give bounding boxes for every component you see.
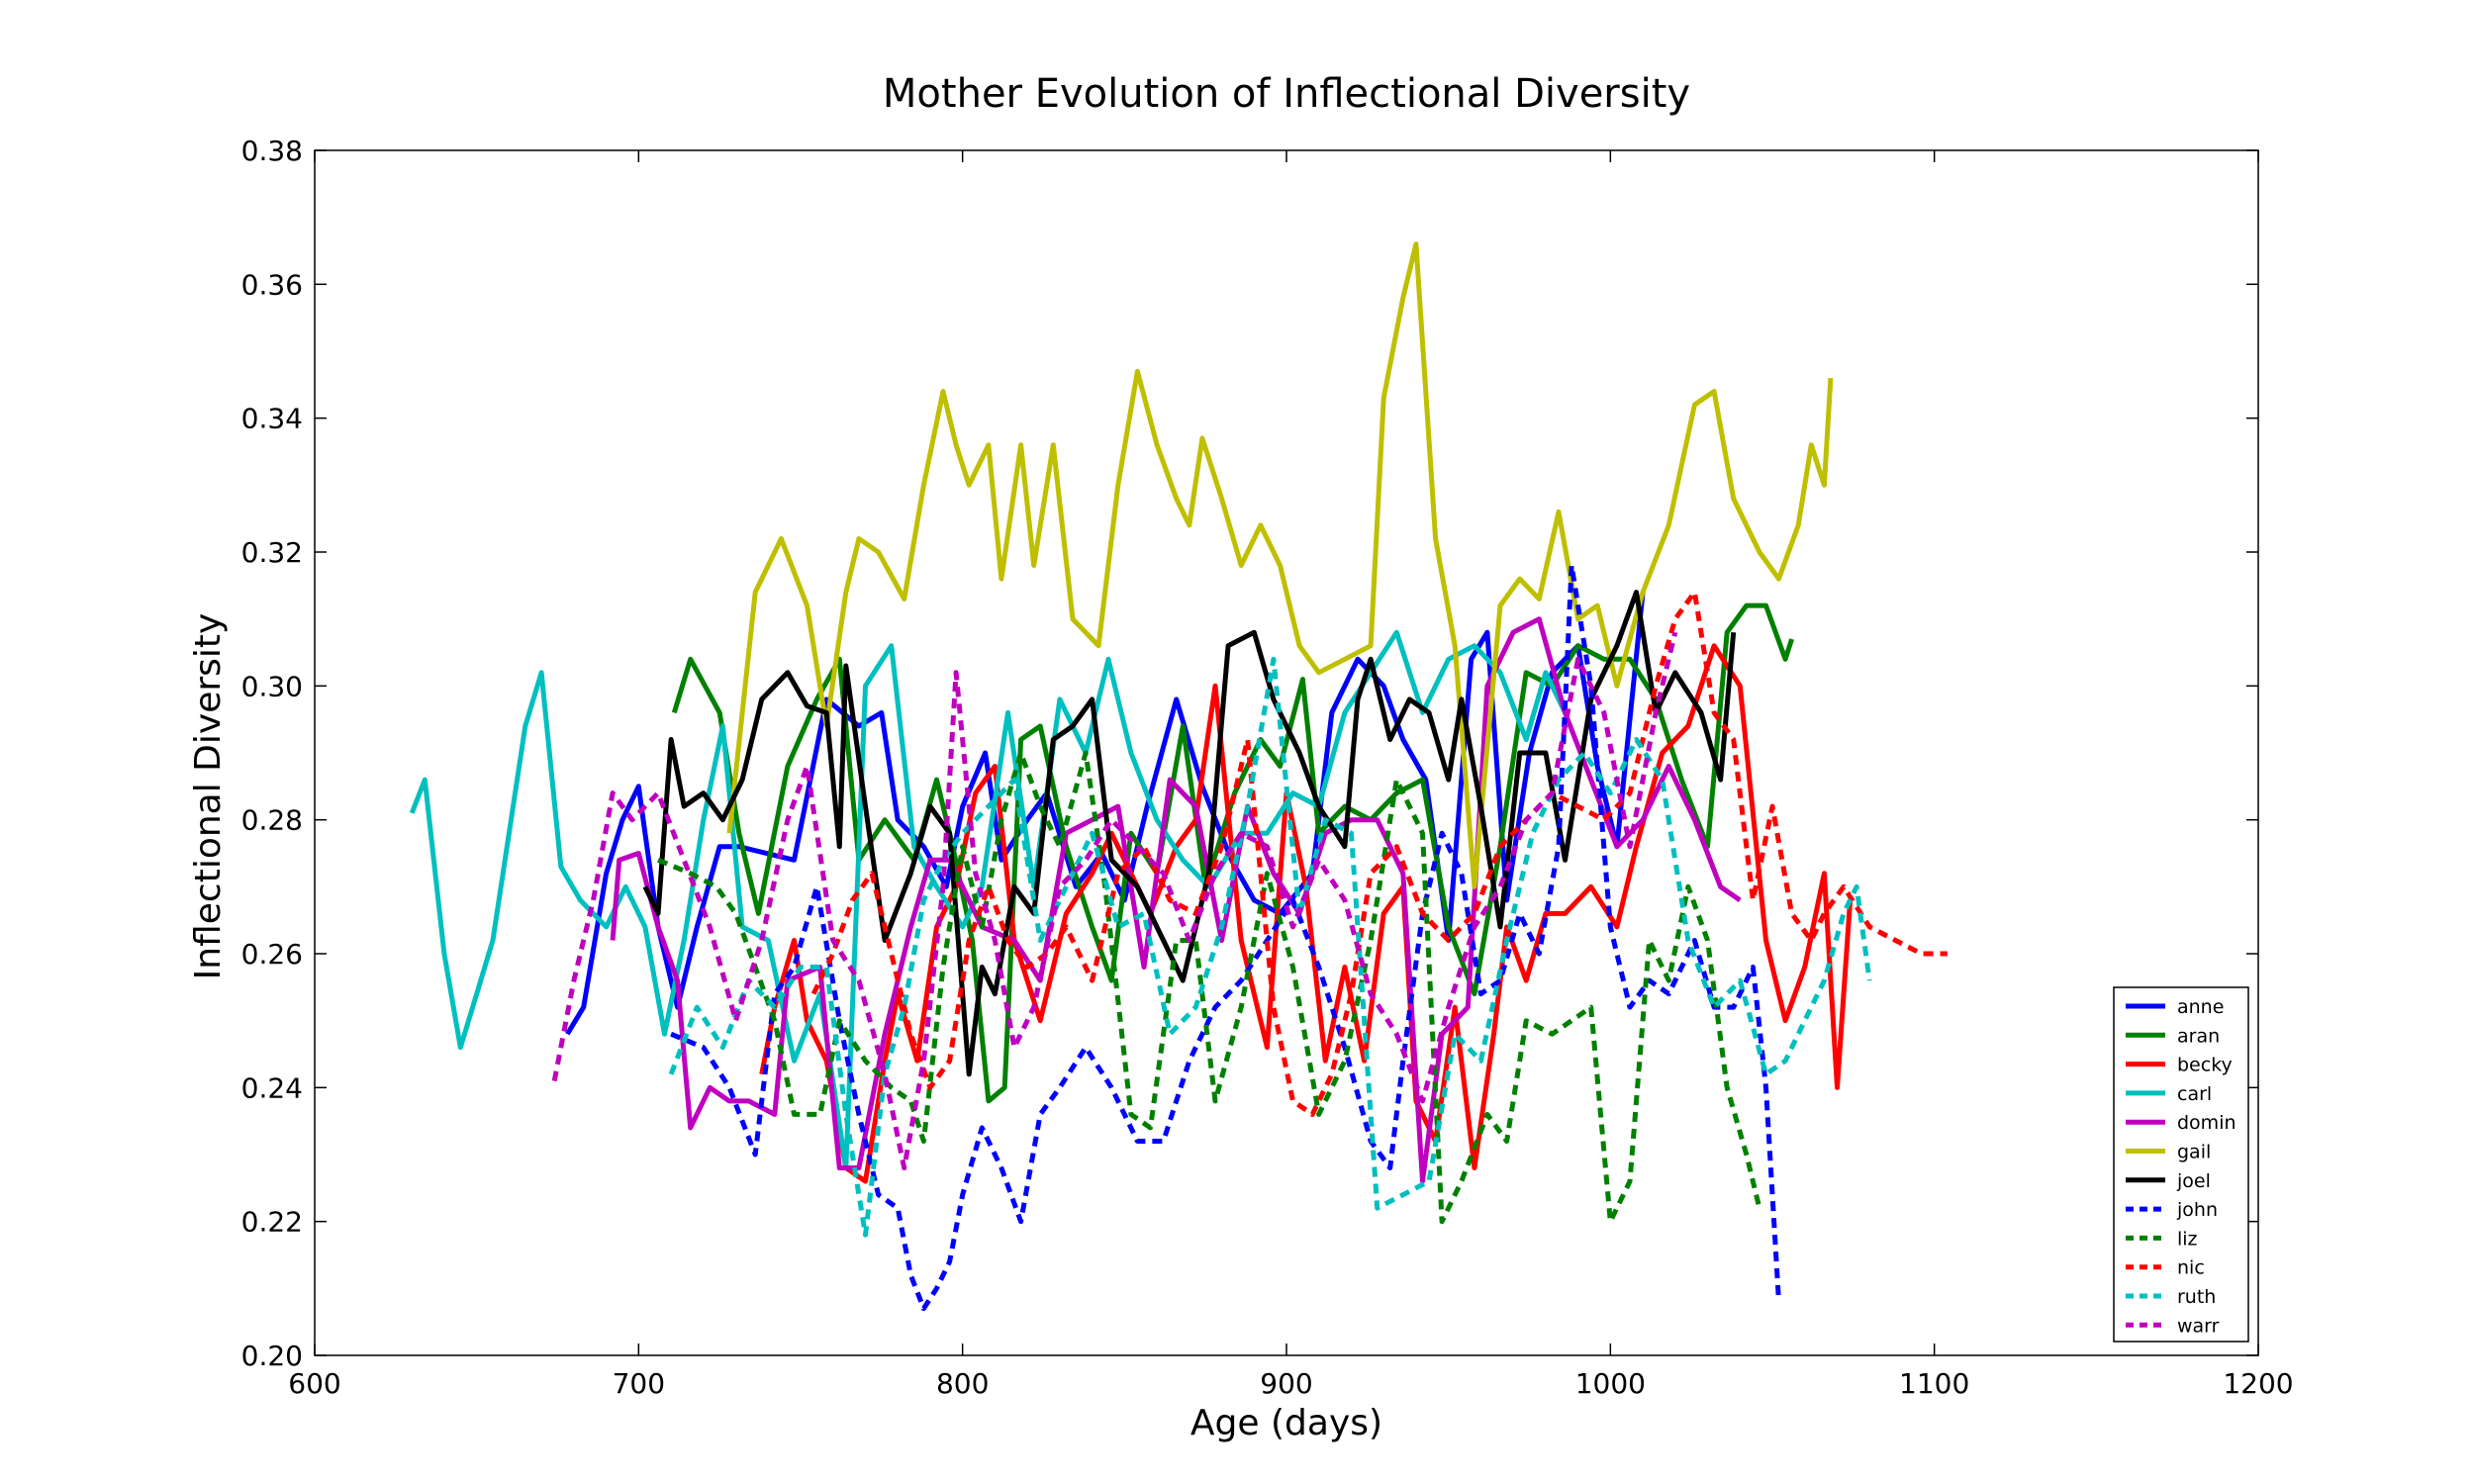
series-line-domin (610, 616, 1742, 1184)
series-line-warr (551, 631, 1678, 1170)
x-tick-label: 1000 (1575, 1367, 1646, 1400)
legend: anne aran becky carl domin gail joel john liz nic… (2113, 986, 2249, 1343)
x-axis-label: Age (days) (1190, 1403, 1382, 1443)
legend-box (2113, 986, 2249, 1343)
series-line-nic (810, 590, 1948, 1117)
x-tick-label: 1100 (1899, 1367, 1969, 1400)
series-line-liz (657, 750, 1762, 1225)
y-tick-label: 0.26 (241, 938, 303, 971)
legend-label-warr: warr (2177, 1315, 2220, 1337)
legend-label-domin: domin (2177, 1112, 2236, 1134)
y-tick-label: 0.34 (241, 403, 303, 435)
series-line-joel (642, 590, 1737, 1077)
legend-label-carl: carl (2177, 1083, 2212, 1105)
series-line-gail (726, 241, 1834, 889)
y-tick-label: 0.32 (241, 536, 303, 569)
x-tick-label: 700 (613, 1367, 665, 1400)
y-axis-label: Inflectional Diversity (188, 613, 229, 980)
legend-label-joel: joel (2176, 1170, 2211, 1192)
y-tick-label: 0.24 (241, 1071, 303, 1104)
y-tick-label: 0.22 (241, 1206, 303, 1239)
chart-title: Mother Evolution of Inflectional Diversi… (883, 71, 1690, 117)
x-tick-label: 600 (288, 1367, 340, 1400)
series-line-ruth (668, 656, 1872, 1238)
legend-label-gail: gail (2177, 1142, 2211, 1163)
legend-label-liz: liz (2177, 1228, 2198, 1250)
legend-label-ruth: ruth (2177, 1286, 2216, 1308)
series-line-john (670, 563, 1781, 1312)
x-tick-label: 900 (1260, 1367, 1312, 1400)
legend-label-aran: aran (2177, 1025, 2220, 1047)
legend-label-becky: becky (2177, 1055, 2233, 1076)
y-tick-label: 0.38 (241, 135, 303, 167)
legend-label-john: john (2176, 1199, 2218, 1221)
x-tick-label: 800 (936, 1367, 989, 1400)
legend-label-nic: nic (2177, 1257, 2205, 1279)
x-tick-label: 1200 (2223, 1367, 2293, 1400)
series-lines (409, 241, 1948, 1312)
y-tick-label: 0.28 (241, 804, 303, 837)
axis-ticks: 600 700 800 900 1000 1100 1200 0.20 0.22 0.24 0.26… (241, 135, 2294, 1400)
plot-area-frame (314, 149, 2259, 1356)
y-tick-label: 0.20 (241, 1340, 303, 1372)
y-tick-label: 0.36 (241, 268, 303, 301)
y-tick-label: 0.30 (241, 670, 303, 702)
legend-label-anne: anne (2177, 996, 2224, 1018)
